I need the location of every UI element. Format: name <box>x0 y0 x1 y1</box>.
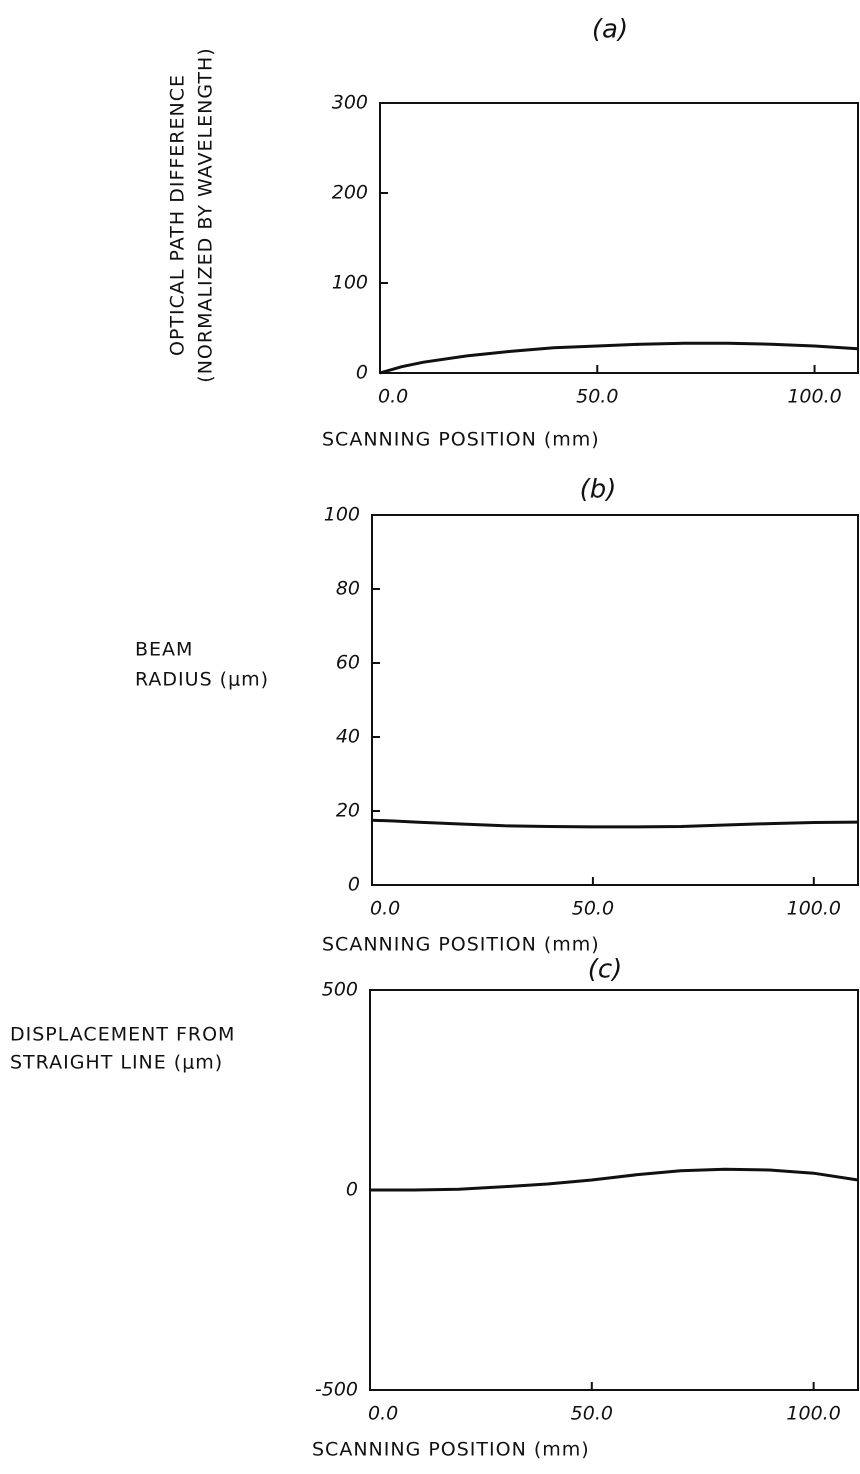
x-axis-label: SCANNING POSITION (mm) <box>312 1439 590 1461</box>
x-axis-label: SCANNING POSITION (mm) <box>322 934 600 956</box>
x-tick-label: 100.0 <box>786 1403 840 1425</box>
x-tick-label: 100.0 <box>787 898 841 920</box>
y-tick-label: 0 <box>356 362 368 384</box>
data-line <box>379 341 859 375</box>
x-tick-label: 0.0 <box>370 898 400 920</box>
chart-title: (a) <box>592 15 628 45</box>
chart-title: (c) <box>588 955 623 985</box>
y-tick-label: 0 <box>346 1179 358 1201</box>
y-tick-label: 100 <box>324 504 360 526</box>
x-axis-label: SCANNING POSITION (mm) <box>322 429 600 451</box>
data-line <box>370 1167 859 1192</box>
data-line <box>371 818 859 829</box>
y-tick-label: -500 <box>315 1379 358 1401</box>
plot-frame <box>371 514 859 886</box>
y-tick-label: 500 <box>322 979 358 1001</box>
y-tick-label: 0 <box>348 874 360 896</box>
y-tick-label: 100 <box>332 272 368 294</box>
y-axis-label: RADIUS (μm) <box>135 669 269 691</box>
x-tick-label: 0.0 <box>378 386 408 408</box>
y-tick-label: 80 <box>336 578 360 600</box>
y-axis-label: BEAM <box>135 639 193 661</box>
y-tick-label: 300 <box>332 92 368 114</box>
y-axis-label: OPTICAL PATH DIFFERENCE <box>167 74 189 356</box>
y-axis-label: (NORMALIZED BY WAVELENGTH) <box>195 47 217 382</box>
y-axis-label: STRAIGHT LINE (μm) <box>10 1052 223 1074</box>
x-tick-label: 100.0 <box>787 386 841 408</box>
x-tick-label: 50.0 <box>576 386 618 408</box>
x-tick-label: 50.0 <box>572 898 614 920</box>
y-tick-label: 40 <box>336 726 360 748</box>
y-tick-label: 20 <box>336 800 360 822</box>
x-tick-label: 0.0 <box>368 1403 398 1425</box>
plot-frame <box>379 102 859 374</box>
x-tick-label: 50.0 <box>571 1403 613 1425</box>
y-axis-label: DISPLACEMENT FROM <box>10 1024 235 1046</box>
y-tick-label: 60 <box>336 652 360 674</box>
y-tick-label: 200 <box>332 182 368 204</box>
chart-title: (b) <box>580 475 617 505</box>
